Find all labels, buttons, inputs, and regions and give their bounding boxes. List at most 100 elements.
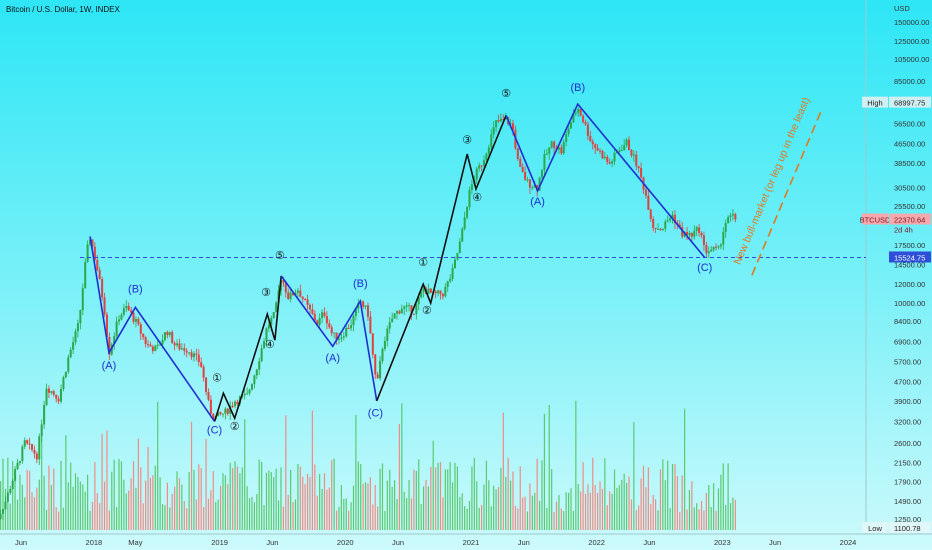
candle-body [512, 123, 515, 130]
projection-line [751, 107, 824, 276]
volume-bar [190, 421, 193, 530]
candle-body [640, 167, 643, 178]
candle-body [31, 444, 34, 450]
candle-body [572, 113, 575, 123]
volume-bar [580, 491, 582, 530]
volume-bar [258, 459, 260, 530]
volume-bar [430, 466, 432, 530]
volume-bar [111, 471, 113, 530]
candle-body [55, 394, 58, 399]
volume-bar [495, 489, 497, 530]
time-tick-label: 2019 [211, 538, 228, 547]
candle-body [574, 112, 577, 114]
volume-bar [459, 497, 461, 530]
price-tick-label: 105000.00 [894, 55, 929, 64]
candle-body [132, 312, 135, 322]
volume-bar [348, 510, 350, 530]
low-tag-value-bg [889, 522, 931, 533]
volume-bar [667, 460, 669, 530]
wave-label: (B) [128, 283, 143, 295]
volume-bar [377, 506, 379, 530]
candle-body [16, 462, 19, 470]
chart-title: Bitcoin / U.S. Dollar, 1W, INDEX [6, 5, 120, 14]
volume-bar [58, 511, 60, 530]
candle-body [176, 343, 179, 346]
elliott-wave-line [213, 275, 282, 422]
volume-bar [113, 459, 115, 530]
price-tick-label: 12000.00 [894, 280, 925, 289]
volume-bar [493, 485, 495, 530]
volume-bar [613, 469, 616, 530]
candle-body [188, 352, 191, 354]
price-tick-label: 125000.00 [894, 37, 929, 46]
wave-label: ⑤ [501, 88, 511, 100]
volume-bar [314, 464, 316, 530]
candle-body [352, 315, 355, 326]
candle-body [263, 341, 266, 349]
candle-body [21, 446, 24, 462]
price-tick-label: 3200.00 [894, 417, 921, 426]
volume-bar [227, 484, 229, 530]
volume-bar [584, 493, 587, 530]
volume-bar [207, 498, 210, 530]
candle-body [289, 292, 292, 300]
volume-bar [273, 476, 275, 530]
price-tick-label: 25500.00 [894, 202, 925, 211]
volume-bar [437, 462, 439, 530]
volume-bar [473, 457, 475, 530]
candle-body [318, 318, 321, 325]
candle-body [57, 398, 60, 402]
candle-body [347, 327, 350, 329]
candle-body [275, 302, 278, 313]
candle-body [446, 281, 449, 287]
volume-bar [333, 458, 335, 530]
candle-body [485, 153, 488, 161]
volume-bar [679, 511, 681, 530]
candle-body [405, 305, 408, 307]
candle-body [337, 338, 340, 340]
volume-bar [432, 440, 434, 530]
volume-bar [169, 507, 171, 530]
price-tick-label: 6900.00 [894, 338, 921, 347]
candle-body [103, 297, 106, 315]
volume-bar [396, 499, 398, 530]
candle-body [50, 391, 53, 393]
volume-bar [384, 510, 386, 530]
candle-body [248, 389, 251, 394]
low-tag-label: Low [868, 524, 882, 533]
volume-bar [323, 473, 326, 530]
volume-bar [2, 458, 4, 530]
volume-bar [531, 495, 533, 530]
volume-bar [355, 414, 357, 530]
volume-bar [79, 481, 81, 530]
candle-body [43, 405, 46, 425]
candle-body [183, 348, 186, 351]
volume-bar [268, 470, 270, 530]
volume-bar [374, 484, 376, 530]
volume-bar [70, 462, 72, 530]
volume-bar [265, 472, 268, 530]
wave-label: ① [212, 373, 222, 385]
volume-bar [389, 469, 391, 530]
volume-bar [62, 507, 65, 530]
candle-body [323, 312, 326, 317]
price-tick-label: 14500.00 [894, 261, 925, 270]
volume-bar [589, 492, 591, 530]
candle-body [408, 305, 411, 307]
candle-body [144, 337, 147, 345]
volume-bar [309, 476, 311, 530]
volume-bar [29, 470, 31, 530]
wave-label: (C) [368, 408, 383, 420]
volume-bar [451, 482, 454, 530]
candle-body [313, 313, 316, 321]
volume-bar [435, 467, 437, 530]
candle-body [219, 412, 222, 415]
volume-bar [623, 473, 625, 530]
volume-bar [270, 472, 272, 530]
candle-body [487, 147, 490, 154]
candle-body [33, 449, 36, 454]
time-tick-label: Jun [392, 538, 404, 547]
wave-label: (B) [353, 278, 368, 290]
